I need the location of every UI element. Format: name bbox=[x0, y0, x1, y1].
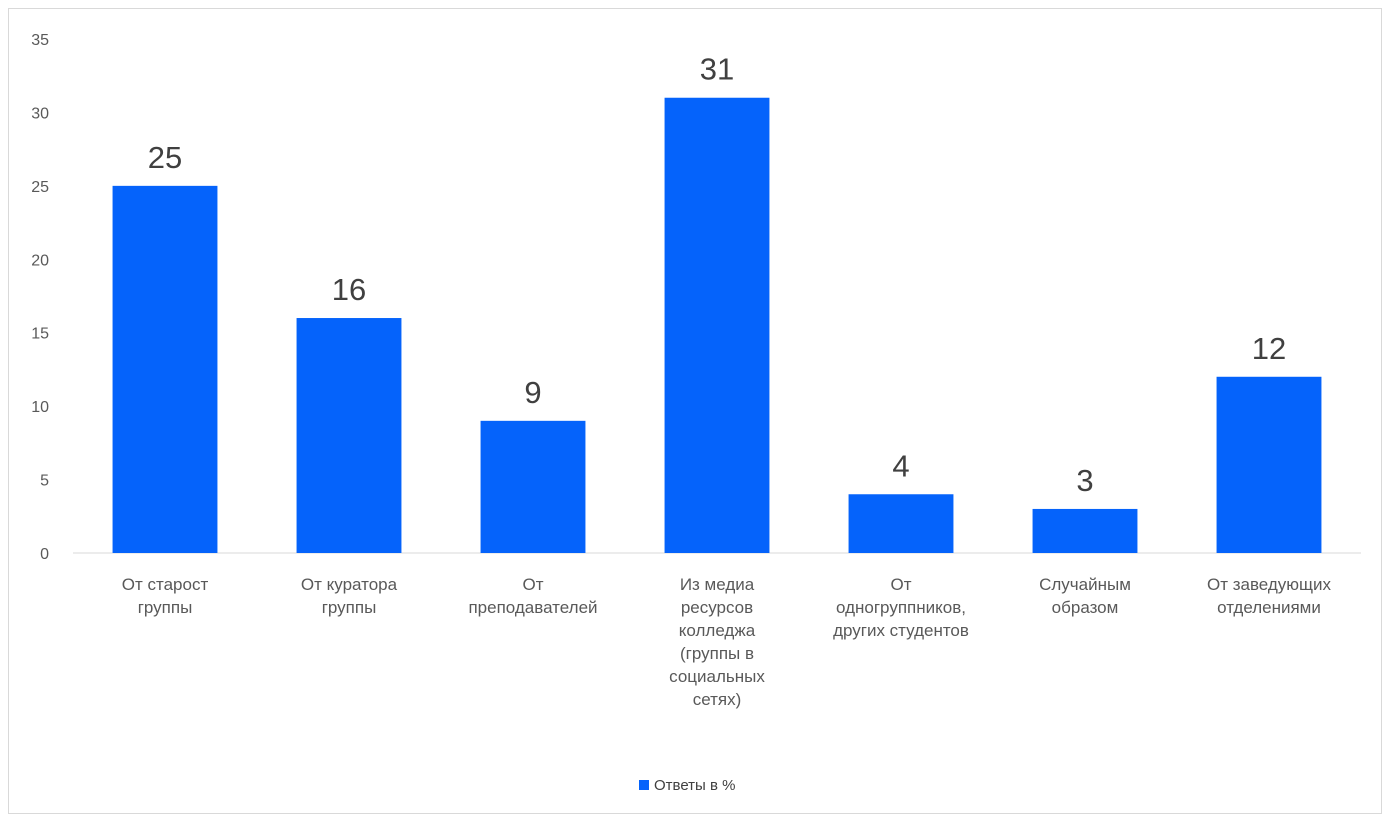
x-tick-label: группы bbox=[138, 598, 193, 617]
y-tick-label: 10 bbox=[31, 399, 49, 416]
legend-label: Ответы в % bbox=[654, 777, 735, 794]
bar bbox=[480, 420, 586, 553]
x-axis-labels: От старост группы От куратора группы От препо… bbox=[122, 575, 1332, 709]
data-label: 9 bbox=[524, 375, 541, 410]
x-tick-label: сетях) bbox=[693, 690, 742, 709]
bar bbox=[1032, 508, 1138, 553]
data-label: 4 bbox=[892, 448, 909, 483]
x-tick-label: ресурсов bbox=[681, 598, 753, 617]
x-tick-label: (группы в bbox=[680, 644, 754, 663]
data-label: 31 bbox=[700, 52, 734, 87]
y-tick-label: 35 bbox=[31, 32, 49, 49]
y-tick-label: 30 bbox=[31, 105, 49, 122]
x-tick-label: От bbox=[522, 575, 543, 594]
x-tick-label: От старост bbox=[122, 575, 209, 594]
data-label: 16 bbox=[332, 272, 366, 307]
x-tick-label: Из медиа bbox=[680, 575, 755, 594]
data-label: 3 bbox=[1076, 463, 1093, 498]
x-tick-label: отделениями bbox=[1217, 598, 1321, 617]
data-label: 12 bbox=[1252, 331, 1286, 366]
x-tick-label: образом bbox=[1052, 598, 1119, 617]
bar-chart: 0 5 10 15 20 25 30 35 25 16 9 31 4 3 12 От старост гру… bbox=[31, 32, 1361, 794]
bar bbox=[112, 185, 218, 553]
x-tick-label: одногруппников, bbox=[836, 598, 966, 617]
x-tick-label: Случайным bbox=[1039, 575, 1131, 594]
x-tick-label: преподавателей bbox=[468, 598, 597, 617]
bar bbox=[664, 97, 770, 553]
bar bbox=[848, 494, 954, 553]
x-tick-label: колледжа bbox=[679, 621, 756, 640]
data-label: 25 bbox=[148, 140, 182, 175]
x-tick-label: социальных bbox=[669, 667, 765, 686]
bars bbox=[112, 97, 1322, 553]
x-tick-label: От заведующих bbox=[1207, 575, 1332, 594]
x-tick-label: От куратора bbox=[301, 575, 398, 594]
bar bbox=[296, 318, 402, 553]
y-tick-label: 5 bbox=[40, 473, 49, 490]
bar bbox=[1216, 376, 1322, 553]
data-labels: 25 16 9 31 4 3 12 bbox=[148, 52, 1286, 498]
y-tick-label: 0 bbox=[40, 546, 49, 563]
x-tick-label: других студентов bbox=[833, 621, 969, 640]
y-tick-label: 25 bbox=[31, 179, 49, 196]
legend: Ответы в % bbox=[639, 777, 735, 794]
chart-frame: 0 5 10 15 20 25 30 35 25 16 9 31 4 3 12 От старост гру… bbox=[8, 8, 1382, 814]
y-tick-label: 15 bbox=[31, 326, 49, 343]
x-tick-label: От bbox=[890, 575, 911, 594]
y-axis-ticks: 0 5 10 15 20 25 30 35 bbox=[31, 32, 49, 563]
x-tick-label: группы bbox=[322, 598, 377, 617]
y-tick-label: 20 bbox=[31, 252, 49, 269]
legend-swatch bbox=[639, 780, 649, 790]
